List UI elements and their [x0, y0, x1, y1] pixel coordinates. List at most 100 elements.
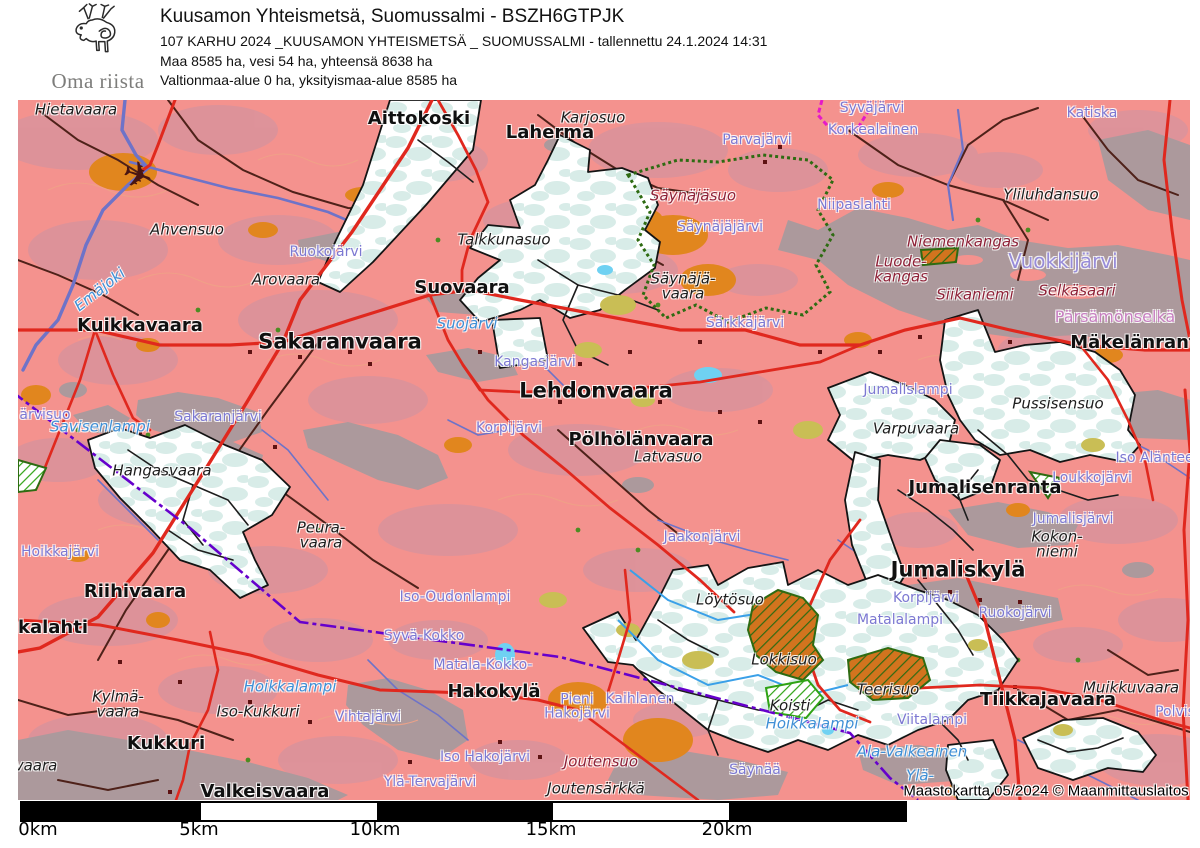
map-label-vuokkijärvi: Vuokkijärvi: [1008, 248, 1118, 273]
map-label-valkeisvaara: Valkeisvaara: [200, 780, 330, 800]
map-labels-layer: Aittokoski Laherma Suovaara Kuikkavaara Saka…: [18, 100, 1190, 800]
map-label-jumalislampi: Jumalislampi: [863, 381, 953, 398]
map-label-vaara: vaara: [18, 756, 58, 775]
map-label-polvis: Polvis: [1155, 703, 1190, 720]
scale-label-20km: 20km: [701, 819, 753, 840]
map-attribution: Maastokartta 05/2024 © Maanmittauslaitos: [903, 782, 1189, 800]
scale-segment: [201, 803, 377, 820]
map-label-sakaranjärvi: Sakaranjärvi: [174, 408, 262, 425]
map-label-hoikkalampi: Hoikkalampi: [243, 677, 337, 696]
scale-segment: [377, 803, 553, 820]
map-label-joutensuo: Joutensuo: [563, 752, 639, 771]
map-label-siikaniemi: Siikaniemi: [936, 285, 1014, 304]
map-label-hoikkalampi: Hoikkalampi: [765, 714, 859, 733]
map-label-selkäsaari: Selkäsaari: [1038, 281, 1116, 300]
map-label-säynäjäjärvi: Säynäjäjärvi: [676, 218, 764, 235]
map-label-korpijärvi: Korpijärvi: [476, 419, 542, 436]
map-label-pussisensuo: Pussisensuo: [1012, 394, 1104, 413]
map-label-kylmä-vaara: Kylmä- vaara: [92, 687, 144, 721]
map-canvas: ✈: [18, 100, 1190, 800]
map-label-särkkäjärvi: Särkkäjärvi: [705, 314, 785, 331]
map-label-parvajärvi: Parvajärvi: [722, 131, 792, 148]
map-label-löytösuo: Löytösuo: [696, 590, 764, 609]
map-label-ahvensuo: Ahvensuo: [150, 220, 224, 239]
map-label-iso-alänteen: Iso Alänteen: [1115, 449, 1190, 466]
map-label-ala-valkeainen: Ala-Valkeainen: [856, 742, 968, 761]
area-summary: Maa 8585 ha, vesi 54 ha, yhteensä 8638 h…: [160, 53, 433, 69]
map-label-katiska: Katiska: [1066, 104, 1118, 121]
map-label-syväjärvi: Syväjärvi: [839, 100, 905, 116]
map-label-ruokojärvi: Ruokojärvi: [978, 604, 1052, 621]
map-label-muikkuvaara: Muikkuvaara: [1082, 678, 1180, 697]
map-label-syvä-kokko: Syvä-Kokko: [383, 627, 465, 644]
map-label-jumalisenranta: Jumalisenranta: [908, 476, 1062, 498]
scale-segment: [729, 803, 905, 820]
map-label-latvasuo: Latvasuo: [634, 447, 702, 466]
map-label-hoikkajärvi: Hoikkajärvi: [21, 543, 99, 560]
scale-label-15km: 15km: [525, 819, 577, 840]
scale-segment: [553, 803, 729, 820]
map-label-iso-hakojärvi: Iso Hakojärvi: [439, 748, 531, 765]
nature-reserve-areas: [18, 153, 1062, 720]
map-label-matalalampi: Matalalampi: [856, 611, 944, 628]
report-header: Oma riista Kuusamon Yhteismetsä, Suomuss…: [0, 0, 1200, 100]
map-label-emäjoki: Emäjoki: [70, 264, 129, 315]
map-label-riihivaara: Riihivaara: [83, 580, 187, 602]
map-label-matala-kokko-: Matala-Kokko-: [433, 656, 533, 673]
map-label-jaakonjärvi: Jaakonjärvi: [663, 528, 741, 545]
map-label-suojärvi: Suojärvi: [436, 314, 498, 333]
map-label-iso-kukkuri: Iso-Kukkuri: [216, 702, 300, 721]
map-label-karjosuo: Karjosuo: [560, 108, 626, 127]
map-label-korkealainen: Korkealainen: [827, 121, 919, 138]
map-label-säynäjä-vaara: Säynäjä- vaara: [650, 269, 716, 303]
map-label-pärsämönselkä: Pärsämönselkä: [1054, 306, 1176, 326]
map-label-luode-kangas: Luode- kangas: [874, 252, 928, 286]
map-label-varpuvaara: Varpuvaara: [872, 419, 960, 438]
map-label-niipaslahti: Niipaslahti: [817, 196, 891, 213]
map-label-ärvisuo: ärvisuo: [19, 406, 71, 423]
map-label-peura-vaara: Peura- vaara: [296, 518, 346, 552]
map-label-pölhölänvaara: Pölhölänvaara: [568, 428, 714, 450]
map-label-säynäjäsuo: Säynäjäsuo: [649, 186, 737, 205]
map-label-ylä-tervajärvi: Ylä-Tervajärvi: [383, 773, 477, 790]
map-label-hietavaara: Hietavaara: [34, 100, 118, 119]
scale-label-5km: 5km: [179, 819, 219, 840]
map-label-säynää: Säynää: [729, 761, 781, 778]
map-label-hakokylä: Hakokylä: [447, 680, 541, 702]
map-label-kalahti: kalahti: [18, 616, 89, 638]
map-label-savisenlampi: Savisenlampi: [50, 417, 150, 436]
oma-riista-logo: Oma riista: [36, 2, 160, 94]
map-label-suovaara: Suovaara: [414, 276, 510, 298]
map-label-jumaliskylä: Jumaliskylä: [890, 557, 1026, 582]
scale-bar: [20, 801, 907, 822]
topographic-map: ✈ Aittokoski Laherma Suovaara Kuikkavaara Sa…: [18, 100, 1190, 800]
map-label-hangasvaara: Hangasvaara: [112, 461, 212, 480]
contour-lines: [47, 153, 1167, 726]
scale-label-10km: 10km: [349, 819, 401, 840]
water-areas: [18, 130, 1190, 800]
scale-segment: [22, 803, 201, 820]
map-label-yliluhdansuo: Yliluhdansuo: [1003, 185, 1099, 204]
map-label-sakaranvaara: Sakaranvaara: [258, 329, 422, 354]
page-title: Kuusamon Yhteismetsä, Suomussalmi - BSZH…: [160, 6, 625, 27]
map-label-aittokoski: Aittokoski: [367, 107, 471, 129]
map-label-mäkelänranta: Mäkelänranta: [1070, 331, 1190, 353]
map-label-talkkunasuo: Talkkunasuo: [457, 230, 551, 249]
map-label-kukkuri: Kukkuri: [126, 732, 206, 754]
map-label-iso-oudonlampi: Iso-Oudonlampi: [399, 588, 511, 605]
map-label-ruokojärvi: Ruokojärvi: [289, 243, 363, 260]
map-label-viitalampi: Viitalampi: [897, 711, 967, 728]
map-label-pieni-hakojärvi: Pieni Hakojärvi: [544, 691, 610, 722]
map-label-vihtajärvi: Vihtajärvi: [334, 708, 402, 725]
map-label-ylä-: Ylä-: [906, 766, 934, 785]
map-label-kuikkavaara: Kuikkavaara: [77, 314, 203, 336]
map-label-koisti: Koisti: [769, 696, 811, 715]
map-label-joutensärkkä: Joutensärkkä: [547, 779, 645, 798]
map-label-loukkojärvi: Loukkojärvi: [1052, 469, 1132, 486]
map-label-teerisuo: Teerisuo: [856, 680, 920, 699]
map-label-korpijärvi: Korpijärvi: [893, 589, 959, 606]
scale-label-0km: 0km: [18, 819, 58, 840]
logo-wordmark: Oma riista: [51, 69, 145, 93]
map-label-kangasjärvi: Kangasjärvi: [494, 353, 576, 370]
boundary-lines: [18, 100, 919, 800]
